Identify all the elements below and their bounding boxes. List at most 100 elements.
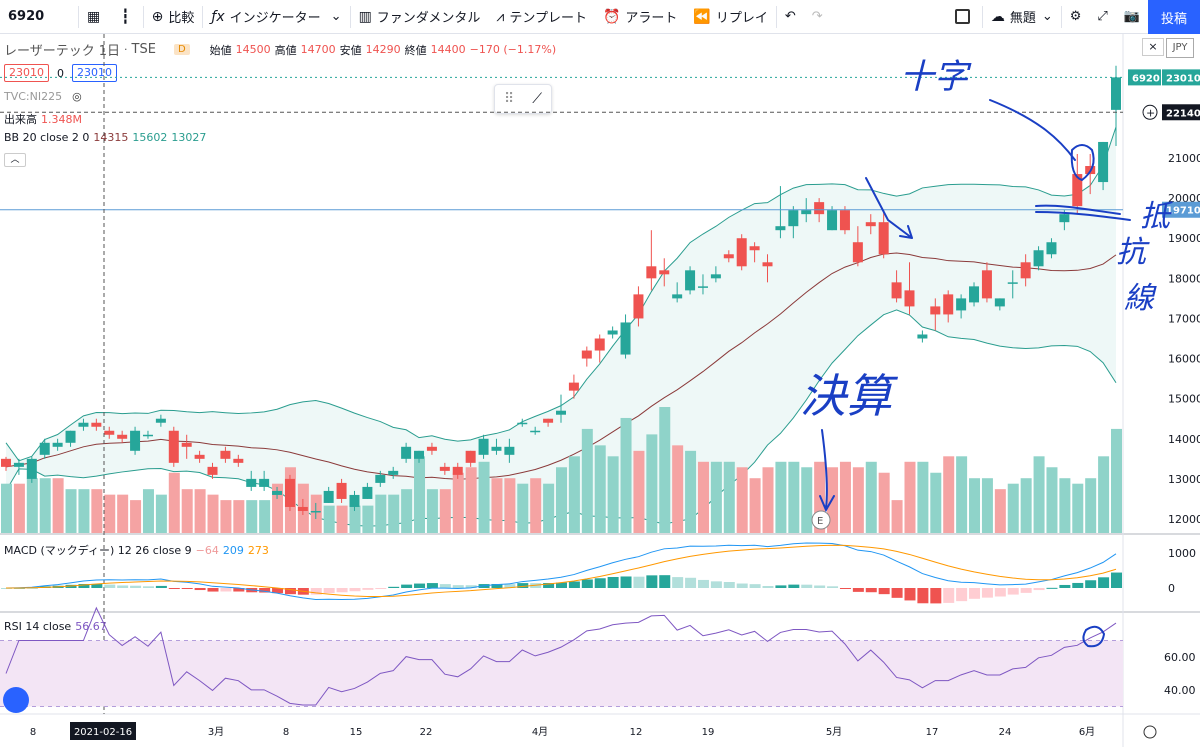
symbol-search[interactable]: 6920 xyxy=(8,9,45,24)
macd-histogram-bar xyxy=(168,588,180,589)
volume-bar xyxy=(478,461,490,533)
candle-body xyxy=(1059,214,1070,223)
candle-body xyxy=(130,430,141,451)
plus-icon: ⊕ xyxy=(151,8,164,25)
ask-pill[interactable]: 23010 xyxy=(72,64,117,82)
volume-bar xyxy=(969,478,981,533)
fullscreen-icon[interactable]: ⤢ xyxy=(1097,9,1108,24)
crosshair-price-tag: 22140 xyxy=(1166,108,1200,119)
candle-body xyxy=(272,490,283,495)
volume-bar xyxy=(439,489,451,533)
bb-lower-value: 13027 xyxy=(171,131,207,144)
undo-icon[interactable]: ↶ xyxy=(784,9,796,24)
annotation-rsi-circle xyxy=(1082,625,1106,648)
candle-body xyxy=(607,330,618,335)
volume-bar xyxy=(581,428,593,533)
candle-body xyxy=(117,434,128,439)
macd-histogram-bar xyxy=(465,585,477,588)
volume-bar xyxy=(517,483,529,533)
volume-bar xyxy=(865,461,877,533)
volume-bar xyxy=(788,461,800,533)
macd-histogram-bar xyxy=(1,588,12,589)
candle-body xyxy=(297,506,308,511)
calendar-icon[interactable]: ▦ xyxy=(87,8,101,25)
macd-histogram-bar xyxy=(439,584,451,588)
last-price-tag: 23010 xyxy=(1166,73,1200,84)
annotation-resistance-1: 抵 xyxy=(1140,199,1173,234)
rsi-label: RSI 14 close xyxy=(4,620,72,633)
macd-histogram-bar xyxy=(491,583,503,588)
fundamentals-button[interactable]: ▥ ファンダメンタル xyxy=(358,8,481,27)
candle-body xyxy=(1020,262,1031,279)
macd-tick-label: 1000 xyxy=(1168,547,1196,560)
macd-histogram-bar xyxy=(956,588,968,602)
macd-line xyxy=(5,542,1117,601)
volume-bar xyxy=(917,461,929,533)
volume-bar xyxy=(852,467,864,533)
candle-body xyxy=(310,510,321,513)
volume-bar xyxy=(426,489,438,533)
candle-style-icon[interactable]: ┇ xyxy=(121,8,130,25)
candle-body xyxy=(788,210,799,227)
plus-icon: + xyxy=(1146,106,1155,119)
price-tick-label: 15000 xyxy=(1168,393,1200,406)
drawing-floating-toolbar[interactable]: ⠿ ⟋ xyxy=(494,84,552,114)
volume-legend: 出来高 1.348M xyxy=(4,111,82,127)
macd-histogram-bar xyxy=(568,581,580,588)
layout-menu[interactable]: ☁ 無題 ⌄ xyxy=(990,8,1053,27)
volume-bar xyxy=(672,445,684,533)
camera-icon[interactable]: 📷 xyxy=(1123,9,1140,24)
macd-histogram-bar xyxy=(259,588,271,593)
fullscreen-layout-icon[interactable] xyxy=(943,0,982,34)
macd-histogram-bar xyxy=(594,578,606,588)
volume-bar xyxy=(259,500,271,533)
candle-body xyxy=(155,418,166,423)
templates-button[interactable]: ⩘ テンプレート xyxy=(496,8,587,27)
macd-histogram-bar xyxy=(284,588,296,595)
candle-body xyxy=(259,478,270,487)
compare-button[interactable]: ⊕ 比較 xyxy=(151,8,195,27)
candle-body xyxy=(375,474,386,483)
drag-handle-icon[interactable]: ⠿ xyxy=(503,91,515,107)
rsi-line xyxy=(5,606,1117,706)
macd-histogram-bar xyxy=(1072,582,1084,588)
currency-label[interactable]: JPY xyxy=(1166,38,1194,58)
eye-off-icon[interactable]: ◎ xyxy=(72,90,82,103)
volume-bar xyxy=(659,407,671,533)
trendline-icon[interactable]: ⟋ xyxy=(532,91,542,107)
macd-histogram-bar xyxy=(1098,577,1110,588)
collapse-legend-button[interactable]: ︿ xyxy=(4,153,26,167)
macd-histogram-bar xyxy=(801,584,813,588)
macd-histogram-bar xyxy=(620,576,632,588)
last-symbol-tag: 6920 xyxy=(1132,73,1160,84)
macd-histogram-bar xyxy=(181,588,193,589)
open-value: 14500 xyxy=(235,43,271,56)
volume-bar xyxy=(1,483,12,533)
candle-body xyxy=(194,454,205,459)
price-tick-label: 21000 xyxy=(1168,152,1200,165)
time-tick-label: 5月 xyxy=(826,726,842,738)
candle-body xyxy=(504,446,515,455)
macd-histogram-bar xyxy=(878,588,890,595)
volume-bar xyxy=(801,467,813,533)
candle-body xyxy=(891,282,902,299)
candle-body xyxy=(91,422,102,427)
macd-signal-line xyxy=(5,544,1117,598)
post-button[interactable]: 投稿 xyxy=(1148,0,1200,34)
settings-icon[interactable]: ⚙ xyxy=(1069,9,1082,24)
volume-bar xyxy=(26,478,38,533)
volume-bar xyxy=(1072,483,1084,533)
volume-bar xyxy=(762,467,774,533)
macd-histogram-bar xyxy=(685,577,697,588)
indicators-button[interactable]: ƒx インジケーター ⌄ xyxy=(211,8,342,27)
bid-pill[interactable]: 23010 xyxy=(4,64,49,82)
macd-histogram-bar xyxy=(917,588,929,604)
candle-body xyxy=(517,422,528,425)
candle-body xyxy=(1033,250,1044,267)
redo-icon[interactable]: ↷ xyxy=(811,9,823,24)
alert-button[interactable]: ⏰ アラート xyxy=(602,8,678,27)
replay-button[interactable]: ⏪ リプレイ xyxy=(693,8,768,27)
close-pane-button[interactable]: × xyxy=(1142,38,1164,56)
macd-histogram-bar xyxy=(633,576,645,588)
